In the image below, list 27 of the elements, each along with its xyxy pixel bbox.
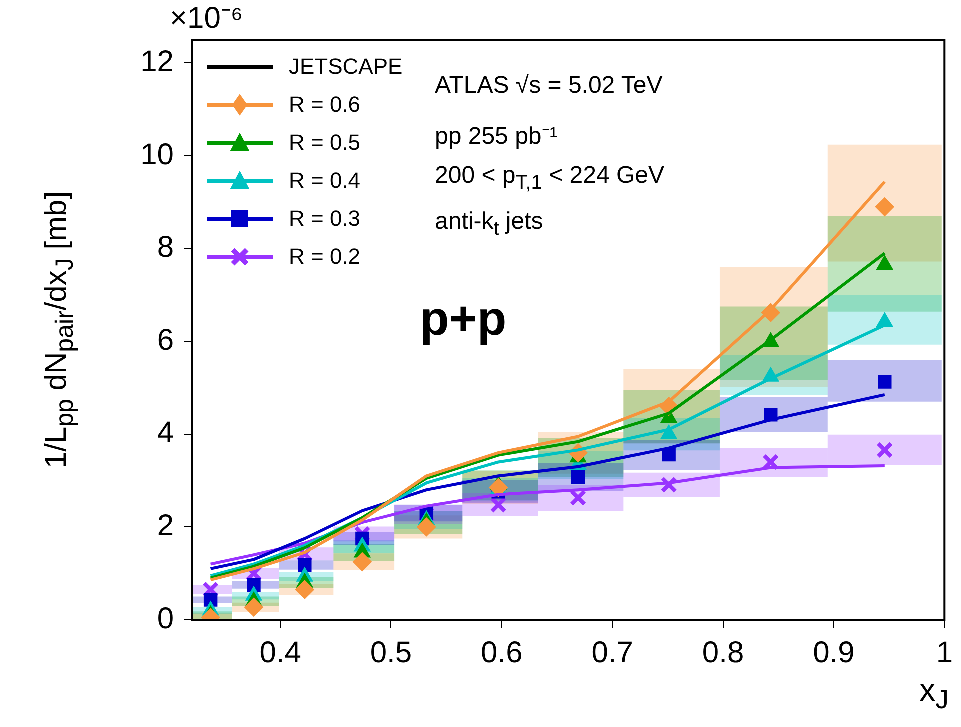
legend-label: R = 0.6: [289, 92, 361, 118]
y-tick-label: 0: [157, 602, 174, 636]
annotation: ATLAS √s = 5.02 TeV: [435, 72, 663, 100]
y-tick-label: 12: [140, 45, 174, 78]
x-tick-label: 0.8: [702, 636, 744, 670]
legend-label: R = 0.4: [289, 168, 361, 194]
y-tick-label: 8: [157, 231, 174, 264]
x-tick-label: 0.7: [592, 636, 634, 670]
x-tick-label: 0.5: [370, 636, 412, 670]
text: ×10⁻⁶: [170, 1, 244, 37]
y-tick-label: 4: [157, 416, 174, 450]
y-tick-label: 6: [157, 324, 174, 357]
x-tick-label: 0.9: [813, 636, 855, 670]
x-tick-label: 1: [936, 636, 953, 670]
y-tick-label: 10: [140, 138, 174, 172]
annotation: anti-k$_{t}$ jets: [435, 208, 544, 241]
annotation: 200 < p$_{T,1}$ < 224 GeV: [435, 162, 665, 195]
legend-label: R = 0.3: [289, 206, 361, 232]
x-tick-label: 0.4: [260, 636, 302, 670]
legend-label: JETSCAPE: [289, 54, 403, 80]
legend-label: R = 0.2: [289, 244, 361, 270]
y-tick-label: 2: [157, 509, 174, 542]
x-tick-label: 0.6: [481, 636, 523, 670]
annotation: pp 255 pb⁻¹: [435, 122, 558, 151]
annotation: p+p: [420, 292, 507, 347]
legend-label: R = 0.5: [289, 130, 361, 156]
x-axis-title: x$_{J}$: [920, 672, 949, 716]
